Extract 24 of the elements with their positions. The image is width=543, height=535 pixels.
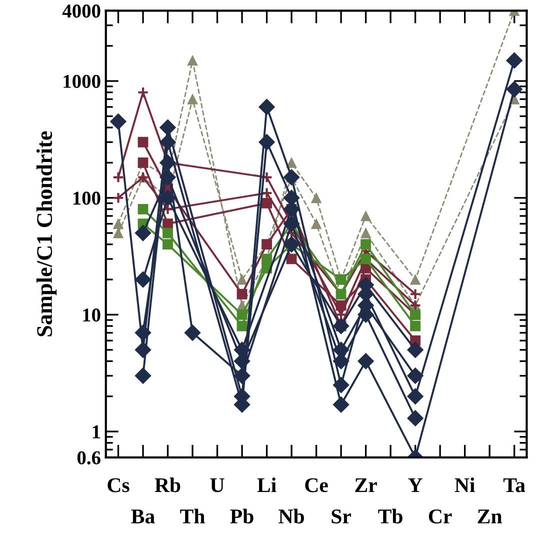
x-tick-label: Nb [278,508,304,524]
y-tick-label: 1 [92,425,100,438]
x-tick-label: Th [180,508,205,524]
y-tick-label: 4000 [62,4,100,18]
x-tick-label: Zr [355,478,377,492]
x-tick-label: Cs [108,478,130,492]
x-tick-label: Ba [131,510,155,524]
x-tick-label: Pb [230,508,254,524]
y-tick-label: 100 [73,192,100,205]
y-tick-label: 10 [83,308,100,322]
x-tick-label: Cr [428,509,452,524]
y-axis-title: Sample/C1 Chondrite [36,131,57,336]
y-tick-label: 0.6 [77,451,100,464]
y-tick-label: 1000 [64,74,100,88]
x-tick-label: Y [408,478,422,492]
x-tick-label: U [210,478,224,492]
x-tick-label: Ce [305,478,328,492]
x-tick-label: Li [257,478,276,492]
x-tick-label: Ta [503,478,526,492]
x-tick-label: Rb [154,478,180,492]
x-tick-label: Tb [378,508,402,524]
x-tick-label: Zn [478,510,502,524]
x-tick-label: Ni [454,478,475,492]
x-tick-label: Sr [332,509,352,524]
